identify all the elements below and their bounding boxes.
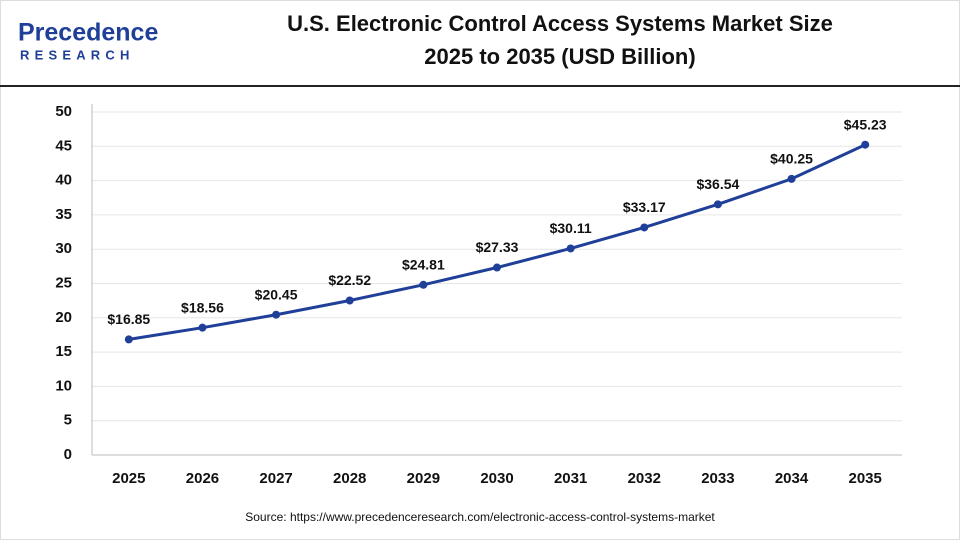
y-tick-label: 0 [64, 446, 72, 463]
point [272, 310, 281, 319]
y-tick-label: 30 [55, 240, 72, 257]
logo: Precedence RESEARCH [18, 19, 158, 63]
chart-title: U.S. Electronic Control Access Systems M… [287, 11, 833, 36]
y-tick-label: 5 [64, 412, 72, 429]
x-tick-label: 2029 [407, 470, 440, 487]
value-label: $45.23 [844, 116, 887, 132]
value-label: $18.56 [181, 299, 224, 315]
x-tick-label: 2026 [186, 470, 219, 487]
chart-title: 2025 to 2035 (USD Billion) [424, 44, 695, 69]
point [345, 296, 354, 305]
value-label: $30.11 [550, 220, 592, 236]
x-tick-label: 2034 [775, 470, 809, 487]
point [124, 335, 133, 344]
x-tick-label: 2031 [554, 470, 587, 487]
point [640, 223, 649, 232]
point [419, 280, 428, 289]
y-tick-label: 45 [55, 137, 72, 154]
x-tick-label: 2035 [848, 470, 881, 487]
point [566, 244, 575, 253]
logo-name: Precedence [18, 19, 158, 47]
x-tick-label: 2033 [701, 470, 734, 487]
value-label: $27.33 [476, 239, 519, 255]
x-tick-label: 2027 [259, 470, 292, 487]
x-tick-label: 2028 [333, 470, 366, 487]
y-tick-label: 15 [55, 343, 72, 360]
value-label: $33.17 [623, 199, 666, 215]
y-tick-label: 35 [55, 206, 72, 223]
point [493, 263, 501, 272]
value-label: $22.52 [328, 272, 371, 288]
point [198, 323, 207, 332]
x-tick-label: 2030 [480, 470, 513, 487]
value-label: $40.25 [770, 151, 813, 167]
y-tick-label: 10 [55, 377, 72, 394]
y-tick-label: 20 [55, 309, 72, 326]
y-tick-label: 50 [55, 103, 72, 120]
value-label: $16.85 [107, 311, 150, 327]
x-tick-label: 2025 [112, 470, 145, 487]
point [787, 174, 796, 183]
value-label: $20.45 [255, 286, 298, 302]
point [861, 140, 870, 149]
point [713, 200, 722, 209]
logo-sub: RESEARCH [20, 47, 135, 62]
x-tick-label: 2032 [628, 470, 661, 487]
source: Source: https://www.precedenceresearch.c… [245, 510, 715, 524]
value-label: $36.54 [696, 176, 739, 192]
value-label: $24.81 [402, 257, 445, 273]
y-tick-label: 40 [55, 172, 72, 189]
y-tick-label: 25 [55, 274, 72, 291]
